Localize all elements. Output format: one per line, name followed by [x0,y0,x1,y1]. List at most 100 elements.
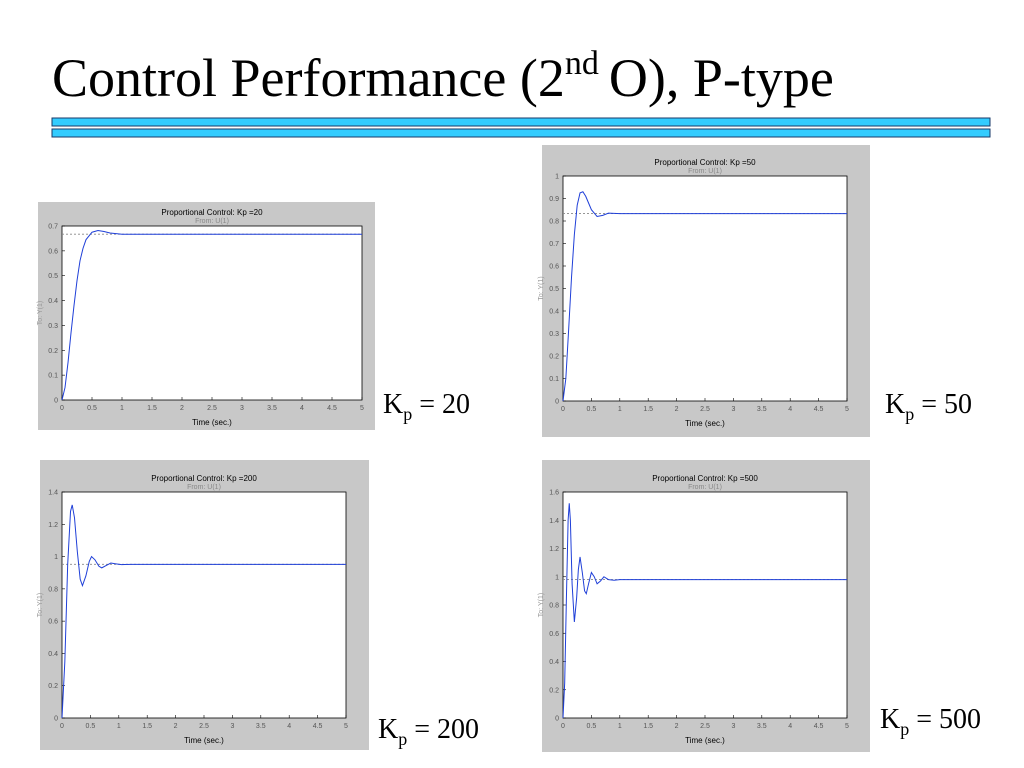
x-tick-label: 4 [287,723,291,730]
gain-value: = 50 [921,389,972,420]
x-tick-label: 1.5 [643,723,653,730]
y-tick-label: 1.4 [549,518,559,525]
x-tick-label: 4 [788,723,792,730]
x-tick-label: 4.5 [327,405,337,412]
y-tick-label: 0.4 [549,659,559,666]
x-tick-label: 0.5 [87,405,97,412]
gain-label: Kp = 20 [383,389,470,424]
x-tick-label: 1 [120,405,124,412]
x-tick-label: 1 [618,406,622,413]
y-tick-label: 0.3 [48,323,58,330]
x-tick-label: 5 [845,723,849,730]
y-tick-label: 1.4 [48,490,58,497]
y-tick-label: 0.3 [549,331,559,338]
x-tick-label: 3.5 [267,405,277,412]
x-tick-label: 3 [240,405,244,412]
x-tick-label: 0 [60,405,64,412]
x-tick-label: 4 [788,406,792,413]
title-rule [51,128,991,138]
gain-subscript: p [900,719,909,739]
y-tick-label: 0.9 [549,196,559,203]
x-tick-label: 5 [360,405,364,412]
gain-symbol: K [885,389,905,420]
gain-symbol: K [378,714,398,745]
gain-subscript: p [403,404,412,424]
x-tick-label: 3 [230,723,234,730]
title-superscript: nd [565,45,599,82]
y-tick-label: 0.4 [48,298,58,305]
x-tick-label: 2.5 [700,406,710,413]
x-tick-label: 1.5 [142,723,152,730]
x-tick-label: 0 [561,406,565,413]
y-tick-label: 1 [555,174,559,181]
response-line [562,191,847,402]
x-axis-label: Time (sec.) [685,419,725,428]
gain-symbol: K [383,389,403,420]
x-axis-label: Time (sec.) [184,736,224,745]
y-axis-label: To: Y(1) [538,276,545,300]
y-tick-label: 0.1 [549,376,559,383]
slide-title: Control Performance (2nd O), P-type [52,45,834,108]
y-tick-label: 0 [555,399,559,406]
y-axis-label: To: Y(1) [538,593,545,617]
chart-title: Proportional Control: Kp =500 [652,474,758,483]
x-tick-label: 5 [845,406,849,413]
x-tick-label: 0.5 [587,723,597,730]
gain-label: Kp = 200 [378,714,479,749]
title-text: Control Performance (2 [52,48,565,108]
gain-value: = 200 [414,714,479,745]
x-tick-label: 3.5 [757,723,767,730]
y-tick-label: 0.4 [48,651,58,658]
x-tick-label: 2.5 [199,723,209,730]
x-tick-label: 1.5 [147,405,157,412]
response-line [61,504,346,719]
chart-subtitle: From: U(1) [195,218,229,225]
x-tick-label: 3 [731,723,735,730]
gain-label: Kp = 500 [880,704,981,739]
chart-subtitle: From: U(1) [688,168,722,175]
y-tick-label: 0.7 [549,241,559,248]
x-tick-label: 0.5 [587,406,597,413]
y-tick-label: 0.8 [549,603,559,610]
x-axis-label: Time (sec.) [192,418,232,427]
x-tick-label: 2.5 [207,405,217,412]
x-tick-label: 4 [300,405,304,412]
x-tick-label: 0 [60,723,64,730]
plot-area [61,225,363,401]
y-tick-label: 1 [555,574,559,581]
y-tick-label: 0.6 [48,248,58,255]
y-tick-label: 0.6 [549,631,559,638]
y-axis-label: To: Y(1) [37,593,44,617]
x-tick-label: 1 [618,723,622,730]
plot-area [61,491,347,719]
y-tick-label: 0.2 [549,687,559,694]
x-tick-label: 0 [561,723,565,730]
x-tick-label: 1 [117,723,121,730]
y-tick-label: 0 [54,716,58,723]
y-tick-label: 0.7 [48,224,58,231]
gain-label: Kp = 50 [885,389,972,424]
x-tick-label: 3.5 [757,406,767,413]
y-tick-label: 0.6 [48,619,58,626]
response-line [61,229,362,401]
y-tick-label: 0 [54,398,58,405]
y-axis-label: To: Y(1) [37,301,44,325]
x-tick-label: 1.5 [643,406,653,413]
chart-title: Proportional Control: Kp =50 [654,158,756,167]
y-tick-label: 0.5 [48,273,58,280]
x-tick-label: 4.5 [313,723,323,730]
chart-title: Proportional Control: Kp =200 [151,474,257,483]
response-line [562,503,847,719]
gain-subscript: p [398,729,407,749]
chart-subtitle: From: U(1) [688,484,722,491]
y-tick-label: 0.2 [549,354,559,361]
x-tick-label: 3 [731,406,735,413]
title-rule [51,117,991,127]
x-tick-label: 0.5 [86,723,96,730]
y-tick-label: 0.2 [48,683,58,690]
y-tick-label: 0.8 [549,219,559,226]
chart-title: Proportional Control: Kp =20 [161,208,263,217]
gain-subscript: p [905,404,914,424]
plot-area [562,175,848,402]
